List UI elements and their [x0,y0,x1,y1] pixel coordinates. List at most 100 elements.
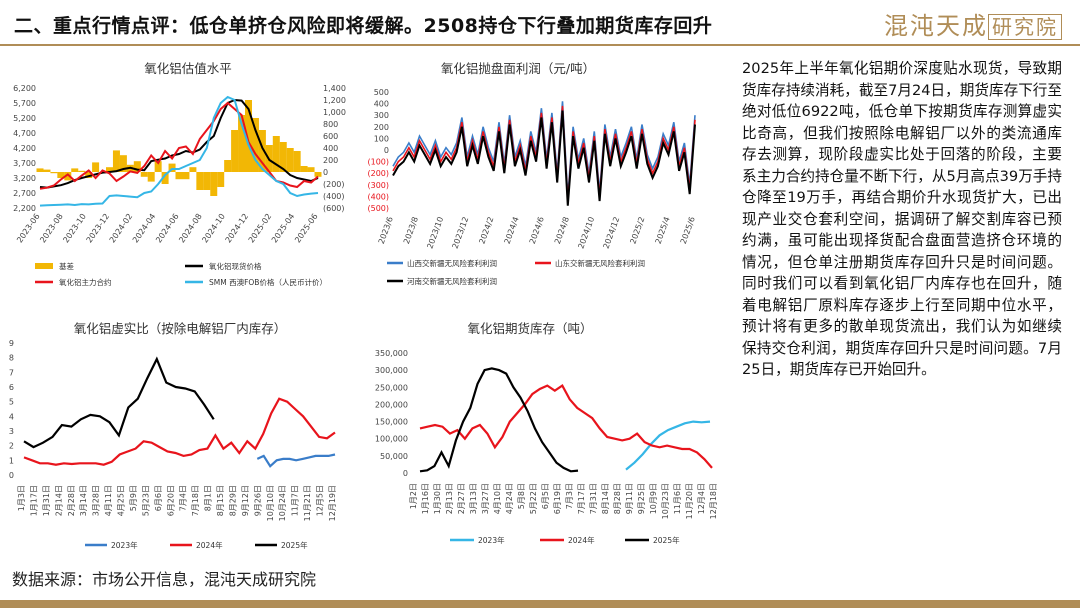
y-tick-label: 1 [9,456,14,465]
y-left-tick-label: 2,700 [13,189,36,198]
series-line-0 [39,98,319,189]
y-tick-label: 8 [9,354,14,363]
x-tick-label: 2023/8 [402,216,420,246]
basis-bar [300,166,308,172]
legend-label: 山西交新疆无风险套利利润 [407,258,497,268]
basis-bar [78,170,86,172]
basis-bar [112,150,120,172]
basis-bar [272,136,280,172]
basis-bar [43,169,51,172]
basis-bar [231,130,239,172]
basis-bar [154,161,162,172]
basis-bar [307,167,315,172]
y-tick-label: 200,000 [375,400,408,409]
basis-bar [258,130,266,172]
x-tick-label: 4月25日 [117,485,126,516]
y-tick-label: 100 [374,134,389,143]
basis-bar [189,167,197,172]
x-tick-label: 2月13日 [445,483,454,514]
x-tick-label: 5月9日 [129,485,138,511]
basis-bar [279,142,287,172]
legend-label: 氧化铝主力合约 [59,277,112,287]
series-line-1 [419,384,713,469]
x-tick-label: 2月14日 [54,485,63,516]
page-title: 二、重点行情点评：低仓单挤仓风险即将缓解。2508持仓下行叠加期货库存回升 [14,15,713,37]
legend-label: 2025年 [281,540,308,550]
x-tick-label: 7月4日 [179,485,188,511]
basis-bar [210,172,218,196]
x-tick-label: 7月3日 [565,483,574,509]
x-tick-label: 2024/12 [602,216,622,250]
basis-bar [286,148,294,172]
basis-bar [293,151,301,172]
x-tick-label: 4月11日 [104,485,113,516]
y-tick-label: 3 [9,427,14,436]
x-tick-label: 8月1日 [204,485,213,511]
header-bar: 二、重点行情点评：低仓单挤仓风险即将缓解。2508持仓下行叠加期货库存回升 混沌… [0,0,1080,48]
x-tick-label: 3月28日 [92,485,101,516]
basis-bar [64,172,72,181]
y-right-tick-label: (200) [323,180,345,189]
y-tick-label: 300 [374,111,389,120]
y-right-tick-label: 1,400 [323,84,346,93]
y-left-tick-label: 5,700 [13,99,36,108]
basis-bar [168,163,176,172]
x-tick-label: 11月7日 [291,485,300,516]
x-tick-label: 3月27日 [481,483,490,514]
x-tick-label: 2024/10 [576,216,596,250]
basis-bar [133,161,141,172]
basis-bar [85,172,93,178]
y-right-tick-label: 600 [323,132,338,141]
x-tick-label: 8月28日 [613,483,622,514]
x-tick-label: 12月4日 [697,483,706,514]
basis-bar [140,172,148,177]
legend-label: 2023年 [111,540,138,550]
y-tick-label: 0 [9,471,14,480]
basis-bar [71,168,79,172]
y-tick-label: 2 [9,442,14,451]
x-tick-label: 6月20日 [166,485,175,516]
x-tick-label: 10月10日 [266,485,275,521]
x-tick-label: 3月13日 [469,483,478,514]
x-tick-label: 9月25日 [637,483,646,514]
x-tick-label: 6月5日 [541,483,550,509]
x-tick-label: 3月14日 [79,485,88,516]
x-tick-label: 1月17日 [29,485,38,516]
basis-bar [57,172,65,178]
x-tick-label: 11月6日 [673,483,682,514]
x-tick-label: 10月23日 [661,483,670,519]
y-tick-label: 300,000 [375,366,408,375]
x-tick-label: 11月21日 [303,485,312,521]
basis-bar [106,167,113,172]
legend-label: 氧化铝现货价格 [209,261,262,271]
y-tick-label: 0 [403,469,408,478]
y-left-tick-label: 2,200 [13,204,36,213]
x-tick-label: 5月22日 [529,483,538,514]
chart-valuation: 2,200 2,700 3,200 3,700 4,200 4,700 5,200 5,700… [13,84,346,287]
x-tick-label: 8月14日 [601,483,610,514]
chart-inventory: 0 50,000 100,000 150,000 200,000 250,000 300,0… [375,349,718,545]
basis-bar [182,172,190,180]
y-right-tick-label: (600) [323,204,345,213]
y-tick-label: 200 [374,123,389,132]
x-tick-label: 7月31日 [589,483,598,514]
y-tick-label: 6 [9,383,14,392]
x-tick-label: 2023/10 [425,216,445,250]
series-line-2 [419,367,579,473]
legend-label: 山东交新疆无风险套利利润 [555,258,645,268]
legend-label: 2023年 [478,535,505,545]
legend-label: 河南交新疆无风险套利利润 [407,276,497,286]
y-left-tick-label: 4,200 [13,144,36,153]
x-tick-label: 2025/2 [628,216,646,246]
chart4-title: 氧化铝期货库存（吨） [467,321,593,336]
y-tick-label: 4 [9,412,14,421]
y-tick-label: (400) [367,192,389,201]
legend-label: 基差 [59,261,74,271]
x-tick-label: 10月9日 [649,483,658,514]
basis-bar [50,172,58,174]
y-left-tick-label: 6,200 [13,84,36,93]
x-tick-label: 12月19日 [328,485,337,521]
series-line-1 [39,101,319,190]
y-tick-label: (200) [367,169,389,178]
x-tick-label: 7月17日 [577,483,586,514]
